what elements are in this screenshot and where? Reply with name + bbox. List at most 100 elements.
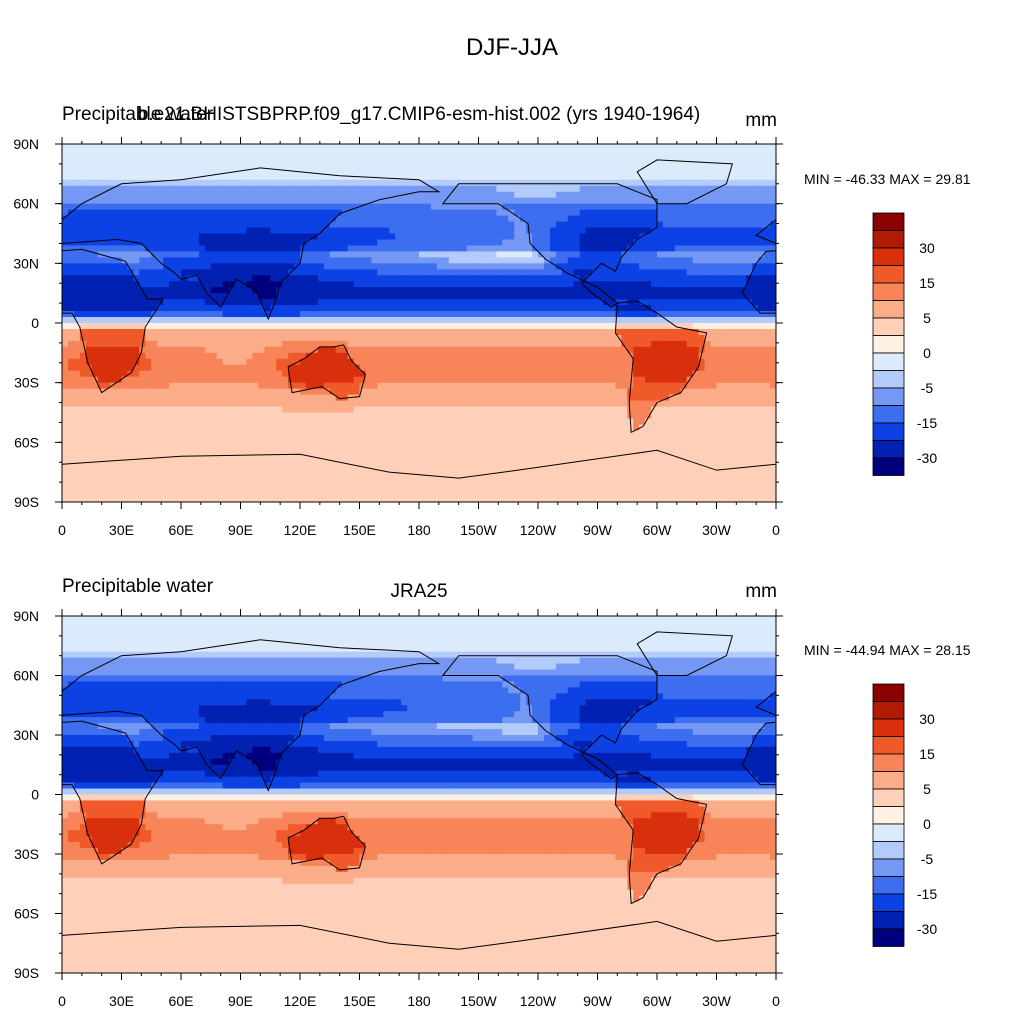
field-cell (407, 275, 414, 282)
field-cell (181, 364, 188, 372)
field-cell (192, 287, 200, 294)
field-cell (508, 161, 515, 169)
field-cell (609, 317, 616, 324)
field-cell (145, 328, 152, 336)
field-cell (389, 334, 396, 342)
field-cell (347, 346, 355, 354)
field-cell (651, 287, 658, 294)
field-cell (686, 215, 694, 223)
field-cell (276, 233, 283, 241)
field-cell (579, 179, 587, 187)
field-cell (728, 245, 735, 252)
field-cell (710, 161, 718, 169)
field-cell (764, 269, 771, 276)
field-cell (288, 364, 295, 372)
field-cell (770, 281, 776, 288)
field-cell (514, 364, 521, 372)
field-cell (157, 358, 164, 366)
field-cell (353, 233, 361, 241)
field-cell (436, 346, 444, 354)
field-cell (67, 358, 75, 366)
field-cell (204, 144, 212, 151)
field-cell (109, 161, 117, 169)
field-cell (740, 155, 747, 163)
field-cell (204, 161, 212, 169)
field-cell (258, 149, 265, 157)
field-cell (662, 239, 670, 247)
field-cell (407, 352, 414, 360)
field-cell (329, 149, 337, 157)
field-cell (692, 179, 700, 187)
field-cell (97, 155, 105, 163)
field-cell (62, 155, 69, 163)
field-cell (353, 287, 361, 294)
field-cell (145, 269, 152, 276)
field-cell (240, 293, 248, 300)
field-cell (323, 317, 331, 324)
field-cell (347, 352, 355, 360)
field-cell (359, 191, 367, 199)
field-cell (734, 275, 741, 282)
field-cell (484, 358, 491, 366)
field-cell (478, 370, 486, 378)
field-cell (686, 173, 694, 181)
field-cell (627, 328, 634, 336)
field-cell (555, 281, 563, 288)
field-cell (377, 155, 384, 163)
field-cell (371, 317, 378, 324)
field-cell (91, 376, 99, 384)
field-cell (454, 293, 462, 300)
field-cell (770, 233, 776, 241)
field-cell (353, 263, 361, 270)
field-cell (419, 370, 426, 378)
field-cell (264, 173, 271, 181)
field-cell (323, 388, 331, 396)
field-cell (103, 269, 111, 276)
field-cell (175, 382, 182, 390)
field-cell (478, 340, 486, 348)
field-cell (300, 149, 307, 157)
field-cell (169, 257, 176, 264)
field-cell (79, 323, 87, 330)
field-cell (216, 269, 224, 276)
field-cell (145, 257, 152, 264)
field-cell (555, 263, 563, 270)
field-cell (62, 275, 69, 282)
field-cell (365, 251, 372, 258)
field-cell (210, 287, 218, 294)
field-cell (561, 340, 569, 348)
field-cell (240, 245, 248, 252)
field-cell (294, 305, 301, 312)
field-cell (615, 263, 622, 270)
field-cell (389, 209, 396, 217)
field-cell (210, 149, 218, 157)
field-cell (532, 227, 539, 235)
field-cell (508, 149, 515, 157)
field-cell (288, 191, 295, 199)
field-cell (139, 167, 146, 175)
field-cell (496, 233, 503, 241)
field-cell (484, 215, 491, 223)
field-cell (264, 323, 271, 330)
field-cell (603, 245, 610, 252)
field-cell (234, 376, 242, 384)
field-cell (680, 323, 688, 330)
field-cell (579, 346, 587, 354)
field-cell (276, 340, 283, 348)
field-cell (734, 179, 741, 187)
field-cell (734, 346, 741, 354)
field-cell (579, 340, 587, 348)
field-cell (627, 191, 634, 199)
field-cell (585, 311, 593, 318)
field-cell (252, 239, 259, 247)
field-cell (478, 149, 486, 157)
field-cell (163, 227, 170, 235)
field-cell (615, 257, 622, 264)
field-cell (294, 149, 301, 157)
field-cell (424, 364, 432, 372)
field-cell (549, 346, 557, 354)
field-cell (103, 281, 111, 288)
field-cell (305, 340, 313, 348)
field-cell (300, 281, 307, 288)
field-cell (329, 323, 337, 330)
